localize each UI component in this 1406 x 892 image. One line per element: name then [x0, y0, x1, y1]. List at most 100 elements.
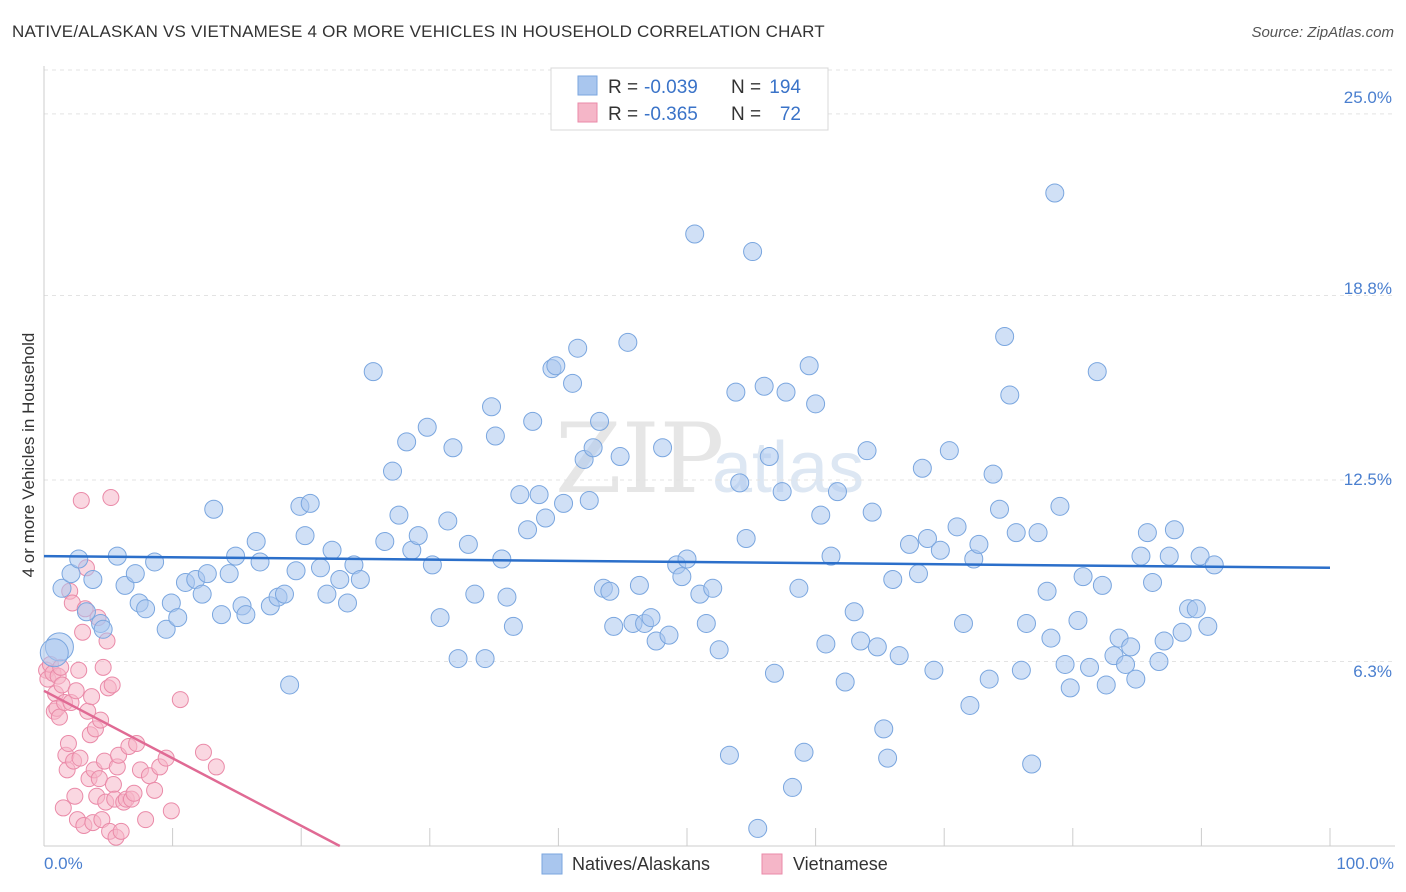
natives-point	[983, 464, 1003, 484]
natives-point	[653, 438, 673, 458]
natives-point	[1022, 754, 1042, 774]
chart-title: NATIVE/ALASKAN VS VIETNAMESE 4 OR MORE V…	[12, 22, 825, 41]
natives-point	[503, 616, 523, 636]
natives-point	[794, 742, 814, 762]
bottom-legend-swatch-blue	[541, 853, 563, 875]
natives-point	[1143, 572, 1163, 592]
vietnamese-point	[67, 682, 85, 700]
x-tick-label: 0.0%	[44, 854, 83, 873]
natives-point	[776, 382, 796, 402]
vietnamese-point	[93, 811, 111, 829]
natives-point	[772, 482, 792, 502]
trend-lines	[43, 554, 1331, 848]
natives-point	[685, 224, 705, 244]
natives-point	[363, 362, 383, 382]
natives-point	[397, 432, 417, 452]
natives-point	[995, 326, 1015, 346]
natives-point	[1190, 546, 1210, 566]
natives-point	[136, 599, 156, 619]
natives-point	[280, 675, 300, 695]
natives-point	[1073, 567, 1093, 587]
vietnamese-point	[54, 799, 72, 817]
vietnamese-point	[207, 758, 225, 776]
natives-point	[764, 663, 784, 683]
natives-point	[806, 394, 826, 414]
natives-point	[458, 534, 478, 554]
vietnamese-point	[104, 776, 122, 794]
natives-point	[600, 581, 620, 601]
natives-point	[641, 608, 661, 628]
natives-point	[590, 411, 610, 431]
y-tick-label: 25.0%	[1344, 88, 1392, 107]
vietnamese-point	[112, 822, 130, 840]
natives-point	[168, 608, 188, 628]
vietnamese-point	[137, 811, 155, 829]
natives-point	[878, 748, 898, 768]
natives-point	[1154, 631, 1174, 651]
natives-point	[39, 638, 69, 668]
natives-point	[719, 745, 739, 765]
natives-point	[1116, 654, 1136, 674]
natives-point	[465, 584, 485, 604]
natives-point	[696, 613, 716, 633]
natives-point	[827, 482, 847, 502]
natives-point	[83, 570, 103, 590]
natives-point	[908, 564, 928, 584]
vietnamese-point	[53, 676, 71, 694]
vietnamese-point	[194, 743, 212, 761]
natives-point	[736, 529, 756, 549]
natives-point	[568, 338, 588, 358]
natives-point	[125, 564, 145, 584]
natives-point	[1028, 523, 1048, 543]
natives-point	[889, 646, 909, 666]
natives-point	[629, 575, 649, 595]
natives-point	[844, 602, 864, 622]
vietnamese-point	[74, 623, 92, 641]
natives-point	[310, 558, 330, 578]
natives-point	[93, 619, 113, 639]
legend-n-value: 194	[769, 77, 801, 98]
legend-n-label: N =	[731, 104, 761, 125]
natives-point	[226, 546, 246, 566]
natives-point	[295, 526, 315, 546]
natives-point	[337, 593, 357, 613]
natives-point	[475, 649, 495, 669]
natives-point	[835, 672, 855, 692]
vietnamese-point	[171, 691, 189, 709]
natives-point	[912, 458, 932, 478]
natives-point	[211, 605, 231, 625]
natives-point	[579, 490, 599, 510]
natives-point	[583, 438, 603, 458]
natives-point	[375, 531, 395, 551]
natives-point	[899, 534, 919, 554]
x-tick-label: 100.0%	[1336, 854, 1394, 873]
natives-point	[236, 605, 256, 625]
natives-point	[156, 619, 176, 639]
natives-point	[546, 356, 566, 376]
natives-point	[52, 578, 72, 598]
natives-point	[438, 511, 458, 531]
natives-point	[529, 485, 549, 505]
natives-point	[1204, 555, 1224, 575]
vietnamese-point	[72, 491, 90, 509]
natives-point	[69, 549, 89, 569]
natives-point	[947, 517, 967, 537]
natives-point	[939, 441, 959, 461]
natives-point	[821, 546, 841, 566]
natives-point	[1000, 385, 1020, 405]
natives-point	[930, 540, 950, 560]
vietnamese-point	[94, 658, 112, 676]
natives-point	[857, 441, 877, 461]
axes	[43, 66, 1395, 847]
natives-point	[1011, 660, 1031, 680]
natives-point	[536, 508, 556, 528]
natives-point	[989, 499, 1009, 519]
natives-point	[448, 649, 468, 669]
vietnamese-point	[102, 489, 120, 507]
natives-point	[1087, 362, 1107, 382]
natives-point	[482, 397, 502, 417]
natives-point	[1172, 622, 1192, 642]
legend-r-value: -0.039	[644, 77, 698, 98]
natives-point	[274, 584, 294, 604]
natives-point	[811, 505, 831, 525]
